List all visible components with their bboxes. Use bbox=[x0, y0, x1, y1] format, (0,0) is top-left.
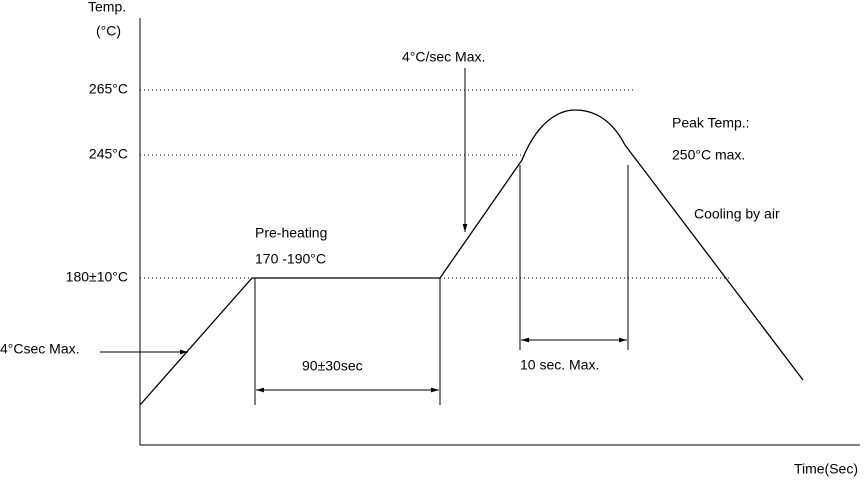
annotation: 170 -190°C bbox=[255, 251, 326, 267]
x-axis-label: Time(Sec) bbox=[794, 461, 858, 477]
annotation: 250°C max. bbox=[672, 147, 745, 163]
level-label: 180±10°C bbox=[66, 269, 128, 285]
annotation: Cooling by air bbox=[694, 206, 780, 222]
level-label: 265°C bbox=[89, 81, 128, 97]
y-axis-label: Temp. bbox=[88, 0, 126, 15]
annotation: Peak Temp.: bbox=[672, 115, 750, 131]
annotation: 90±30sec bbox=[302, 358, 363, 374]
annotation: 4°Csec Max. bbox=[0, 341, 80, 357]
level-label: 245°C bbox=[89, 146, 128, 162]
temperature-profile bbox=[139, 109, 804, 406]
annotation: Pre-heating bbox=[255, 225, 327, 241]
annotation: 10 sec. Max. bbox=[520, 357, 599, 373]
annotation: 4°C/sec Max. bbox=[402, 49, 485, 65]
y-axis-unit: (°C) bbox=[96, 23, 121, 39]
